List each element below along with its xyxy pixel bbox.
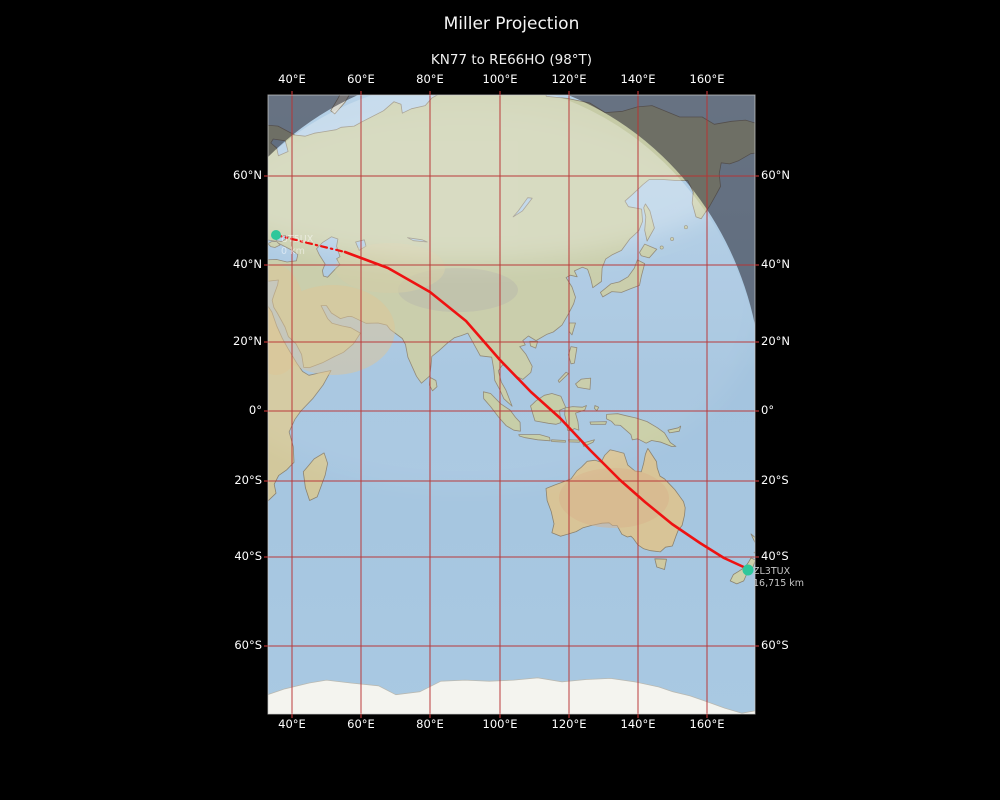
left-tick-label-5: 40°S xyxy=(234,549,262,563)
top-tick-label-5: 140°E xyxy=(620,72,656,86)
graticule xyxy=(268,95,755,714)
right-tick-label-6: 60°S xyxy=(761,638,789,652)
right-tick-label-3: 0° xyxy=(761,403,775,417)
route-end-distance: 16,715 km xyxy=(753,578,805,589)
daylight-glow xyxy=(268,95,755,490)
night-region-west xyxy=(268,95,358,157)
route-end-label: ZL3TUX 16,715 km xyxy=(753,566,804,590)
route-start-callsign: UT5UX xyxy=(281,234,314,245)
bottom-tick-label-0: 40°E xyxy=(278,717,306,731)
route-dashed-segment xyxy=(274,233,347,254)
top-tick-label-4: 120°E xyxy=(551,72,587,86)
bottom-tick-label-3: 100°E xyxy=(482,717,518,731)
top-tick-label-2: 80°E xyxy=(416,72,444,86)
left-tick-label-3: 0° xyxy=(248,403,262,417)
top-tick-label-1: 60°E xyxy=(347,72,375,86)
left-tick-label-6: 60°S xyxy=(234,638,262,652)
bottom-tick-label-2: 80°E xyxy=(416,717,444,731)
route-end-callsign: ZL3TUX xyxy=(753,566,791,577)
left-tick-label-4: 20°S xyxy=(234,473,262,487)
route-start-label: UT5UX 0 km xyxy=(281,234,313,258)
start-marker xyxy=(271,230,281,240)
tick-marks xyxy=(264,91,759,718)
figure-subtitle: KN77 to RE66HO (98°T) xyxy=(430,52,593,68)
left-tick-label-2: 20°N xyxy=(233,334,262,348)
bottom-tick-label-1: 60°E xyxy=(347,717,375,731)
route-solid-segment xyxy=(343,250,750,571)
left-tick-label-1: 40°N xyxy=(233,257,262,271)
top-tick-label-0: 40°E xyxy=(278,72,306,86)
right-tick-label-0: 60°N xyxy=(761,168,790,182)
bottom-tick-label-4: 120°E xyxy=(551,717,587,731)
map-area xyxy=(268,95,755,714)
route-start-distance: 0 km xyxy=(281,246,305,257)
right-tick-label-5: 40°S xyxy=(761,549,789,563)
figure-title: Miller Projection xyxy=(443,14,580,34)
top-tick-label-6: 160°E xyxy=(689,72,725,86)
right-tick-label-4: 20°S xyxy=(761,473,789,487)
right-tick-label-2: 20°N xyxy=(761,334,790,348)
end-marker xyxy=(742,564,754,576)
bottom-tick-label-6: 160°E xyxy=(689,717,725,731)
left-tick-label-0: 60°N xyxy=(233,168,262,182)
bottom-tick-label-5: 140°E xyxy=(620,717,656,731)
night-region-east xyxy=(568,95,755,325)
top-tick-label-3: 100°E xyxy=(482,72,518,86)
axes-spine xyxy=(267,94,756,715)
right-tick-label-1: 40°N xyxy=(761,257,790,271)
